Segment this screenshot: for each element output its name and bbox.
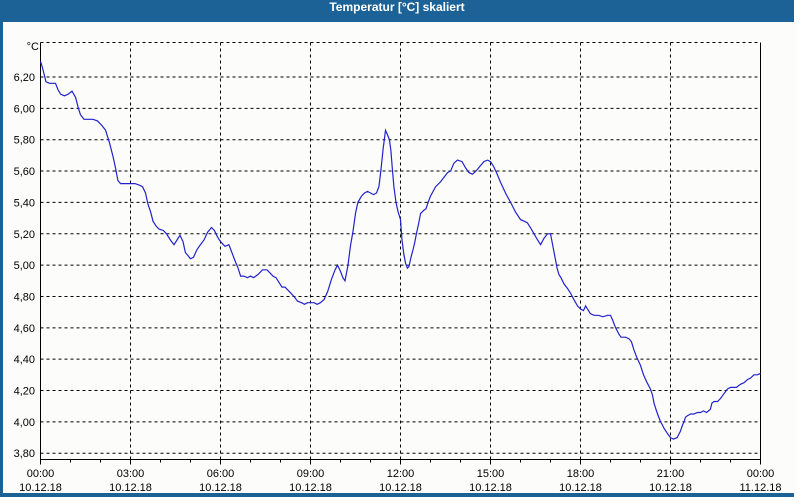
y-axis-tick-label: 6,00 [14, 103, 35, 115]
temperature-series-line [39, 61, 761, 440]
y-axis-tick-label: 5,00 [14, 260, 35, 272]
window-title: Temperatur [°C] skaliert [329, 0, 465, 14]
y-axis-tick-label: 5,20 [14, 229, 35, 241]
window-title-bar[interactable]: Temperatur [°C] skaliert [3, 0, 791, 22]
y-axis-tick-label: 3,80 [14, 448, 35, 460]
y-axis-tick-label: 5,40 [14, 197, 35, 209]
x-axis-date-label: 10.12.18 [469, 482, 512, 493]
x-axis-time-label: 09:00 [297, 468, 325, 480]
x-axis-time-label: 18:00 [567, 468, 595, 480]
x-axis-date-label: 10.12.18 [109, 482, 152, 493]
x-axis-date-label: 10.12.18 [559, 482, 602, 493]
y-axis-unit-label: °C [27, 41, 39, 53]
x-axis-time-label: 21:00 [657, 468, 685, 480]
x-axis-time-label: 03:00 [117, 468, 145, 480]
y-axis-tick-label: 5,60 [14, 166, 35, 178]
x-axis-date-label: 10.12.18 [379, 482, 422, 493]
x-axis-time-label: 00:00 [27, 468, 55, 480]
x-axis-date-label: 11.12.18 [739, 482, 781, 493]
y-axis-tick-label: 6,20 [14, 72, 35, 84]
y-axis-tick-label: 5,80 [14, 135, 35, 147]
x-axis-time-label: 15:00 [477, 468, 505, 480]
x-axis-time-label: 00:00 [747, 468, 775, 480]
x-axis-date-label: 10.12.18 [199, 482, 242, 493]
x-axis-date-label: 10.12.18 [649, 482, 692, 493]
temperature-line-chart: 6,20 6,00 5,80 5,60 5,40 5,20 5,00 4,80 4,60 4,40… [14, 41, 782, 494]
y-axis-tick-label: 4,20 [14, 386, 35, 398]
y-axis-tick-label: 4,60 [14, 323, 35, 335]
y-axis-tick-label: 4,00 [14, 417, 35, 429]
x-axis-time-label: 12:00 [387, 468, 415, 480]
x-axis-date-label: 10.12.18 [289, 482, 332, 493]
x-axis-date-label: 10.12.18 [19, 482, 62, 493]
y-axis-tick-label: 4,40 [14, 354, 35, 366]
chart-area: 6,20 6,00 5,80 5,60 5,40 5,20 5,00 4,80 4,60 4,40… [3, 22, 797, 494]
y-axis-tick-label: 4,80 [14, 291, 35, 303]
x-axis-time-label: 06:00 [207, 468, 235, 480]
